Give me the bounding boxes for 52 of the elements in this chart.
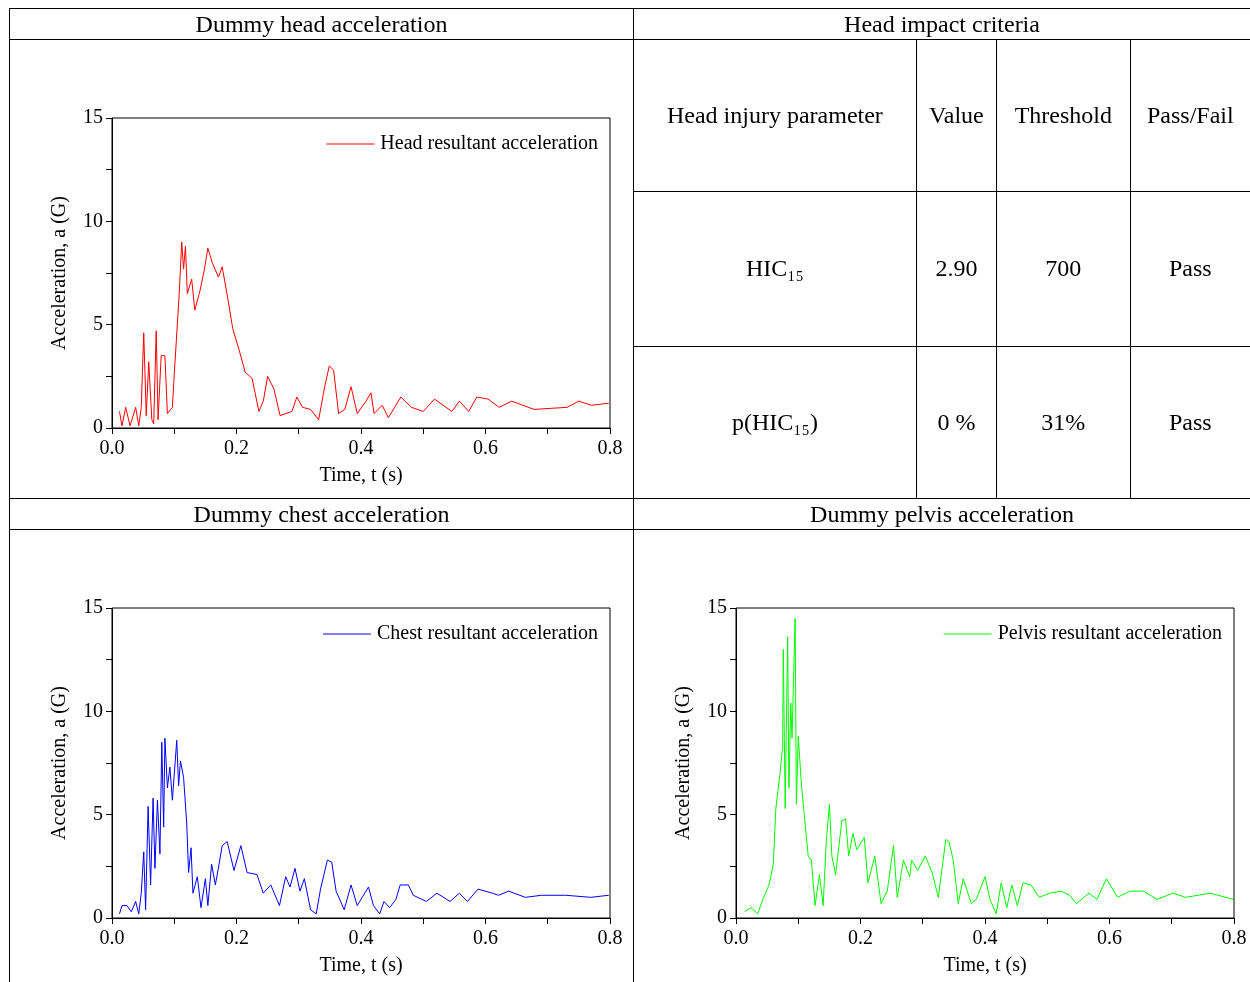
legend-label: Pelvis resultant acceleration	[997, 621, 1222, 644]
x-tick-label: 0.4	[348, 436, 374, 459]
y-tick-label: 10	[83, 698, 103, 721]
text: Threshold	[996, 40, 1131, 192]
text: HIC₁₅	[634, 191, 917, 347]
text: Head impact criteria	[634, 9, 1250, 40]
text: Pass	[1130, 191, 1250, 347]
x-tick-label: 0.4	[972, 926, 998, 949]
x-tick-label: 0.8	[597, 436, 623, 459]
y-tick-label: 15	[83, 595, 103, 618]
text: 0 %	[916, 346, 997, 498]
text: 31%	[996, 346, 1131, 498]
y-tick-label: 0	[717, 905, 727, 928]
x-tick-label: 0.8	[597, 926, 623, 949]
y-axis-title: Acceleration, a (G)	[671, 686, 695, 840]
x-axis-title: Time, t (s)	[319, 463, 403, 487]
x-tick-label: 0.8	[1221, 926, 1247, 949]
x-tick-label: 0.2	[848, 926, 873, 949]
y-tick-label: 5	[717, 801, 727, 824]
x-tick-label: 0.0	[723, 926, 749, 949]
y-tick-label: 5	[93, 801, 103, 824]
x-tick-label: 0.6	[1097, 926, 1122, 949]
text: Pass	[1130, 346, 1250, 498]
y-tick-label: 10	[83, 208, 103, 231]
y-tick-label: 10	[707, 698, 727, 721]
y-tick-label: 15	[83, 105, 103, 128]
text: 2.90	[916, 191, 997, 347]
y-axis-title: Acceleration, a (G)	[47, 686, 71, 840]
x-tick-label: 0.2	[224, 436, 249, 459]
x-tick-label: 0.6	[473, 436, 498, 459]
chart-title: Dummy head acceleration	[10, 9, 633, 40]
text: 700	[996, 191, 1131, 347]
x-tick-label: 0.0	[99, 436, 125, 459]
x-tick-label: 0.0	[99, 926, 125, 949]
legend-label: Head resultant acceleration	[380, 131, 598, 154]
chart-title: Dummy chest acceleration	[10, 499, 633, 530]
y-tick-label: 15	[707, 595, 727, 618]
text: Pass/Fail	[1130, 40, 1250, 192]
text: Head injury parameter	[634, 40, 917, 192]
x-tick-label: 0.4	[348, 926, 374, 949]
x-axis-title: Time, t (s)	[319, 953, 403, 977]
y-tick-label: 0	[93, 415, 103, 438]
x-axis-title: Time, t (s)	[943, 953, 1027, 977]
legend-label: Chest resultant acceleration	[376, 621, 598, 644]
y-tick-label: 0	[93, 905, 103, 928]
text: Value	[916, 40, 997, 192]
x-tick-label: 0.6	[473, 926, 498, 949]
x-tick-label: 0.2	[224, 926, 249, 949]
chart-title: Dummy pelvis acceleration	[634, 499, 1250, 530]
y-tick-label: 5	[93, 311, 103, 334]
y-axis-title: Acceleration, a (G)	[47, 196, 71, 350]
text: p(HIC₁₅)	[634, 346, 917, 498]
